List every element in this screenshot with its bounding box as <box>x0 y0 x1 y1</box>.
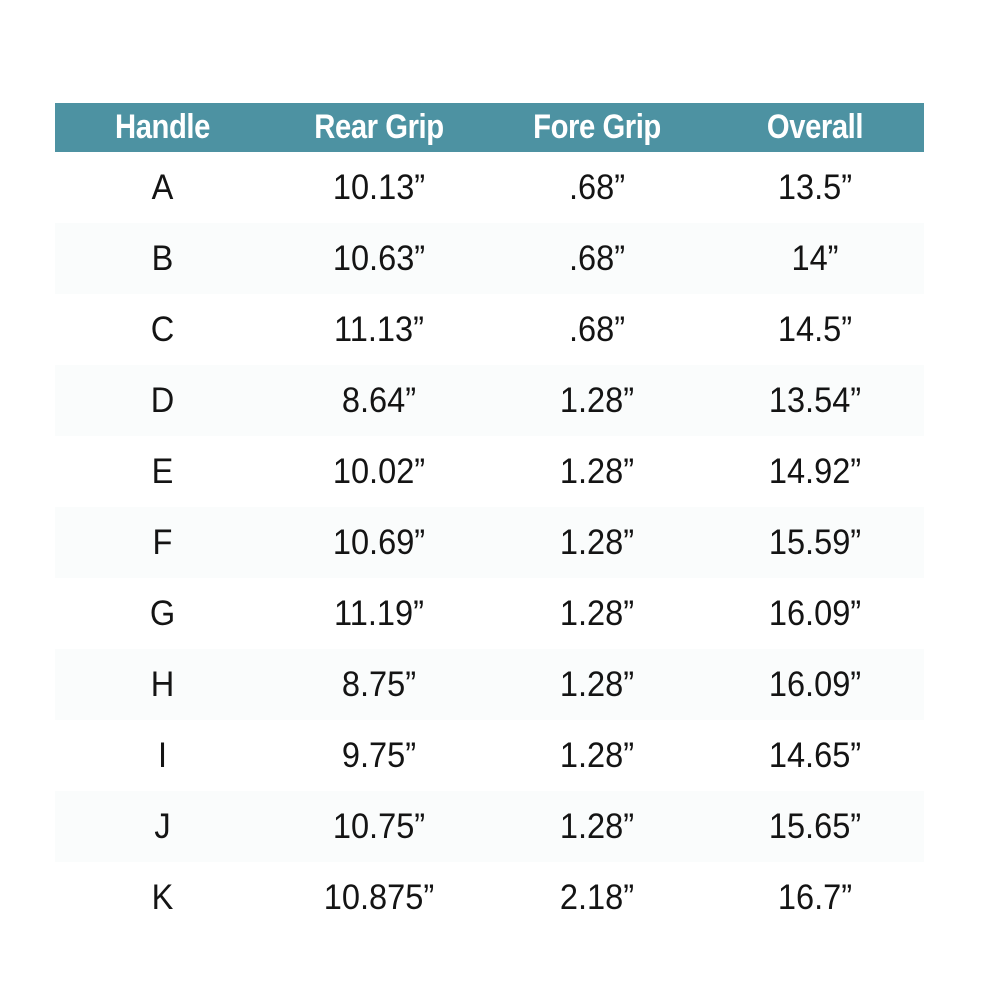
column-header-overall: Overall <box>766 108 864 146</box>
cell-handle: I <box>157 735 168 775</box>
cell-rear: 8.75” <box>341 664 417 704</box>
column-header-rear-grip: Rear Grip <box>314 108 444 146</box>
cell-rear: 11.19” <box>334 593 424 633</box>
table-row: B 10.63” .68” 14” <box>55 223 924 294</box>
table-row: E 10.02” 1.28” 14.92” <box>55 436 924 507</box>
cell-fore: 1.28” <box>559 806 635 846</box>
cell-rear: 10.63” <box>332 238 426 278</box>
cell-rear: 8.64” <box>341 380 417 420</box>
table-body: A 10.13” .68” 13.5” B 10.63” .68” 14” C 11.13” .68… <box>55 152 924 933</box>
cell-handle: C <box>150 309 175 349</box>
cell-overall: 14.5” <box>777 309 853 349</box>
cell-rear: 11.13” <box>334 309 424 349</box>
cell-rear: 10.02” <box>332 451 426 491</box>
cell-overall: 14” <box>791 238 839 278</box>
cell-rear: 10.13” <box>332 167 426 207</box>
column-header-fore-grip: Fore Grip <box>533 108 661 146</box>
table-row: F 10.69” 1.28” 15.59” <box>55 507 924 578</box>
cell-handle: G <box>149 593 176 633</box>
cell-handle: D <box>150 380 175 420</box>
table-row: J 10.75” 1.28” 15.65” <box>55 791 924 862</box>
cell-fore: 1.28” <box>559 593 635 633</box>
cell-fore: 1.28” <box>559 522 635 562</box>
cell-handle: F <box>152 522 173 562</box>
handle-spec-table: Handle Rear Grip Fore Grip Overall A 10.1… <box>55 103 924 933</box>
cell-fore: .68” <box>568 167 626 207</box>
cell-handle: J <box>154 806 171 846</box>
cell-overall: 16.09” <box>768 664 862 704</box>
cell-overall: 14.92” <box>768 451 862 491</box>
table-row: A 10.13” .68” 13.5” <box>55 152 924 223</box>
table-row: I 9.75” 1.28” 14.65” <box>55 720 924 791</box>
cell-fore: 1.28” <box>559 380 635 420</box>
cell-fore: 2.18” <box>559 877 635 917</box>
cell-handle: A <box>151 167 174 207</box>
cell-rear: 10.875” <box>323 877 435 917</box>
cell-handle: B <box>151 238 174 278</box>
cell-overall: 13.5” <box>777 167 853 207</box>
table-row: D 8.64” 1.28” 13.54” <box>55 365 924 436</box>
table-header: Handle Rear Grip Fore Grip Overall <box>55 103 924 152</box>
cell-rear: 10.75” <box>332 806 426 846</box>
cell-overall: 15.59” <box>768 522 862 562</box>
cell-handle: E <box>151 451 174 491</box>
table-row: K 10.875” 2.18” 16.7” <box>55 862 924 933</box>
cell-overall: 13.54” <box>768 380 862 420</box>
column-header-handle: Handle <box>115 108 210 146</box>
cell-rear: 10.69” <box>332 522 426 562</box>
cell-fore: 1.28” <box>559 451 635 491</box>
cell-handle: H <box>150 664 175 704</box>
cell-fore: 1.28” <box>559 664 635 704</box>
table-row: H 8.75” 1.28” 16.09” <box>55 649 924 720</box>
cell-fore: 1.28” <box>559 735 635 775</box>
header-row: Handle Rear Grip Fore Grip Overall <box>55 103 924 152</box>
cell-rear: 9.75” <box>341 735 417 775</box>
cell-overall: 16.09” <box>768 593 862 633</box>
table-row: G 11.19” 1.28” 16.09” <box>55 578 924 649</box>
cell-fore: .68” <box>568 238 626 278</box>
cell-overall: 16.7” <box>777 877 853 917</box>
cell-overall: 15.65” <box>768 806 862 846</box>
cell-fore: .68” <box>568 309 626 349</box>
table-row: C 11.13” .68” 14.5” <box>55 294 924 365</box>
cell-overall: 14.65” <box>768 735 862 775</box>
cell-handle: K <box>151 877 174 917</box>
